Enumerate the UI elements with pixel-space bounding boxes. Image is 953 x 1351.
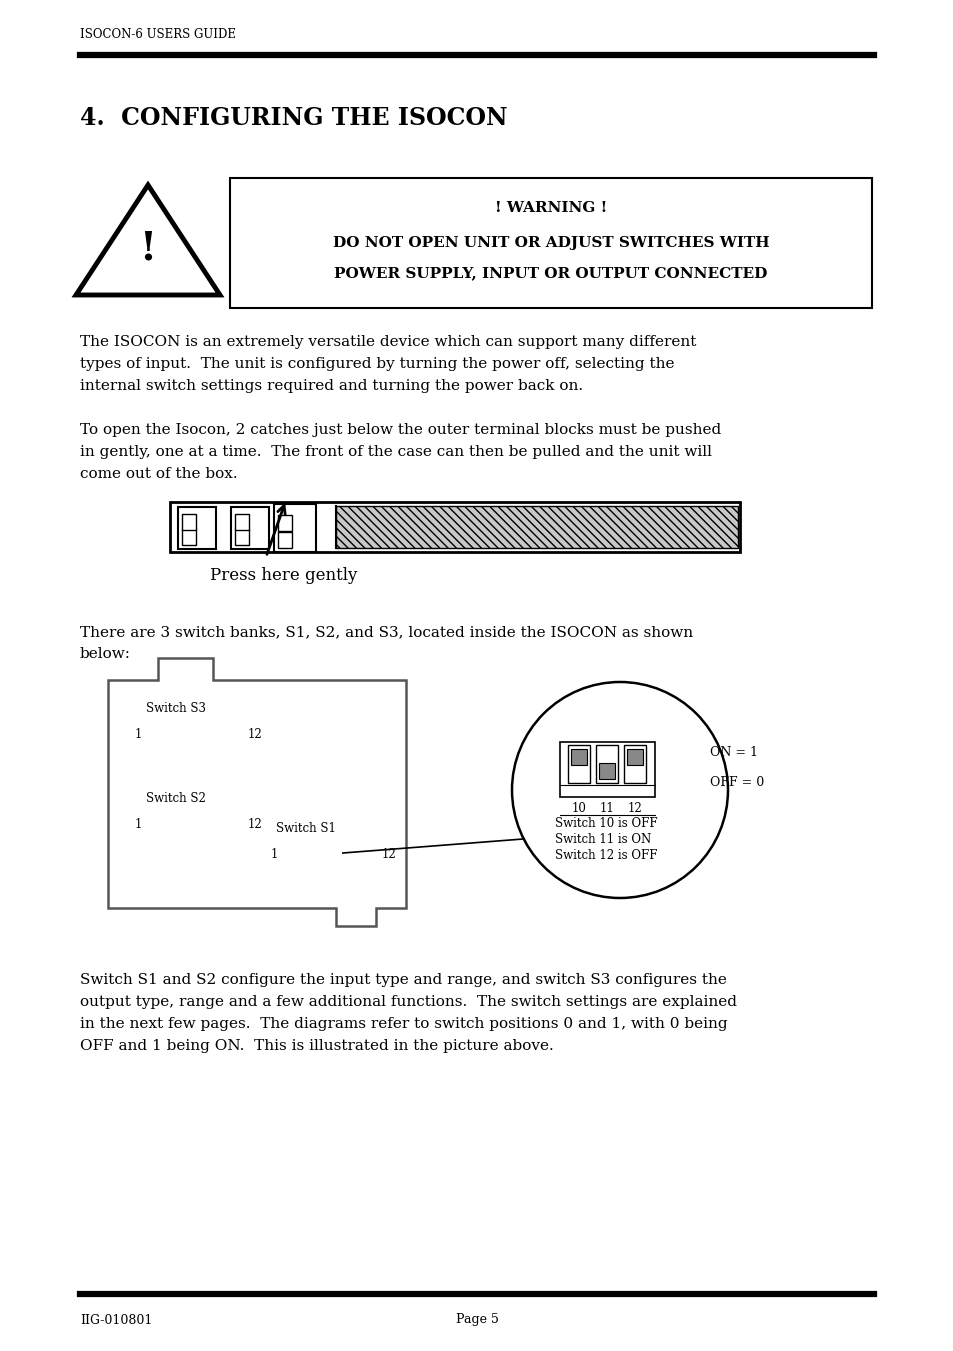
FancyBboxPatch shape [335, 507, 738, 549]
FancyBboxPatch shape [277, 532, 292, 549]
Text: Page 5: Page 5 [456, 1313, 497, 1327]
Text: Switch 12 is OFF: Switch 12 is OFF [555, 848, 657, 862]
Text: types of input.  The unit is configured by turning the power off, selecting the: types of input. The unit is configured b… [80, 357, 674, 372]
Text: ! WARNING !: ! WARNING ! [495, 201, 606, 215]
FancyBboxPatch shape [596, 744, 618, 784]
Text: 12: 12 [381, 847, 396, 861]
Text: in gently, one at a time.  The front of the case can then be pulled and the unit: in gently, one at a time. The front of t… [80, 444, 711, 459]
Text: Switch S2: Switch S2 [146, 792, 206, 804]
FancyBboxPatch shape [598, 763, 615, 780]
FancyBboxPatch shape [234, 530, 249, 544]
Polygon shape [108, 658, 406, 925]
Text: To open the Isocon, 2 catches just below the outer terminal blocks must be pushe: To open the Isocon, 2 catches just below… [80, 423, 720, 436]
Text: in the next few pages.  The diagrams refer to switch positions 0 and 1, with 0 b: in the next few pages. The diagrams refe… [80, 1017, 727, 1031]
Text: 11: 11 [599, 802, 614, 816]
FancyBboxPatch shape [567, 744, 589, 784]
Text: 1: 1 [271, 847, 278, 861]
Text: There are 3 switch banks, S1, S2, and S3, located inside the ISOCON as shown: There are 3 switch banks, S1, S2, and S3… [80, 626, 693, 639]
Polygon shape [76, 185, 220, 295]
Text: Switch 10 is OFF: Switch 10 is OFF [555, 817, 657, 830]
FancyBboxPatch shape [170, 503, 740, 553]
Text: 12: 12 [627, 802, 641, 816]
FancyBboxPatch shape [626, 748, 642, 765]
Text: !: ! [139, 230, 156, 267]
FancyBboxPatch shape [178, 507, 215, 549]
Text: 1: 1 [135, 817, 142, 831]
Text: IIG-010801: IIG-010801 [80, 1313, 152, 1327]
Text: OFF = 0: OFF = 0 [709, 775, 763, 789]
Text: come out of the box.: come out of the box. [80, 467, 237, 481]
Text: Switch 11 is ON: Switch 11 is ON [555, 834, 651, 846]
Circle shape [512, 682, 727, 898]
Text: Switch S1: Switch S1 [275, 821, 335, 835]
FancyBboxPatch shape [130, 721, 260, 744]
FancyBboxPatch shape [230, 178, 871, 308]
Text: The ISOCON is an extremely versatile device which can support many different: The ISOCON is an extremely versatile dev… [80, 335, 696, 349]
FancyBboxPatch shape [231, 507, 269, 549]
FancyBboxPatch shape [277, 515, 292, 531]
Text: output type, range and a few additional functions.  The switch settings are expl: output type, range and a few additional … [80, 994, 737, 1009]
Text: OFF and 1 being ON.  This is illustrated in the picture above.: OFF and 1 being ON. This is illustrated … [80, 1039, 553, 1052]
Text: 12: 12 [248, 817, 262, 831]
Text: below:: below: [80, 647, 131, 661]
FancyBboxPatch shape [266, 842, 394, 865]
Text: DO NOT OPEN UNIT OR ADJUST SWITCHES WITH: DO NOT OPEN UNIT OR ADJUST SWITCHES WITH [333, 236, 768, 250]
Text: ON = 1: ON = 1 [709, 746, 758, 758]
FancyBboxPatch shape [571, 748, 586, 765]
FancyBboxPatch shape [130, 812, 260, 834]
Text: internal switch settings required and turning the power back on.: internal switch settings required and tu… [80, 380, 582, 393]
Text: Switch S3: Switch S3 [146, 701, 206, 715]
Text: 10: 10 [571, 802, 586, 816]
Text: 1: 1 [135, 727, 142, 740]
Text: 4.  CONFIGURING THE ISOCON: 4. CONFIGURING THE ISOCON [80, 105, 507, 130]
Text: POWER SUPPLY, INPUT OR OUTPUT CONNECTED: POWER SUPPLY, INPUT OR OUTPUT CONNECTED [334, 266, 767, 280]
FancyBboxPatch shape [182, 530, 195, 544]
FancyBboxPatch shape [623, 744, 645, 784]
Text: Press here gently: Press here gently [210, 566, 357, 584]
FancyBboxPatch shape [559, 742, 655, 797]
Text: ISOCON-6 USERS GUIDE: ISOCON-6 USERS GUIDE [80, 28, 235, 42]
FancyBboxPatch shape [274, 504, 315, 553]
FancyBboxPatch shape [182, 513, 195, 530]
Text: Switch S1 and S2 configure the input type and range, and switch S3 configures th: Switch S1 and S2 configure the input typ… [80, 973, 726, 988]
FancyBboxPatch shape [234, 513, 249, 530]
Text: 12: 12 [248, 727, 262, 740]
